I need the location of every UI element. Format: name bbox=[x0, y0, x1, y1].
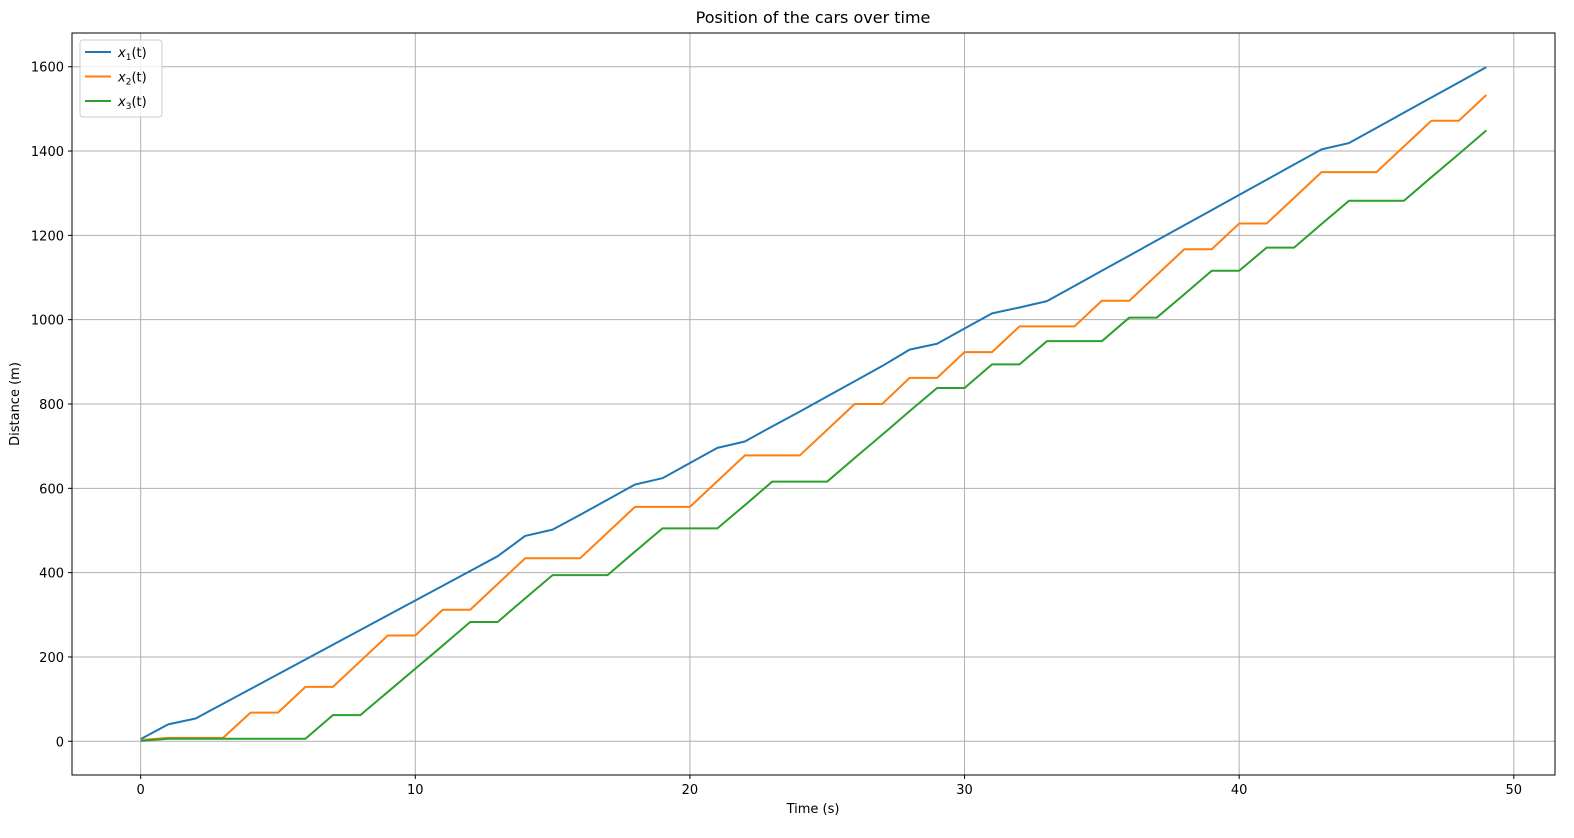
series-lines bbox=[140, 66, 1488, 742]
series-line-1 bbox=[140, 66, 1487, 741]
legend-label-3: x3(t) bbox=[117, 95, 147, 112]
x-tick-label: 30 bbox=[956, 783, 973, 798]
legend: x1(t) x2(t) x3(t) bbox=[79, 39, 163, 118]
y-tick-label: 800 bbox=[39, 398, 64, 413]
y-axis-ticks: 0 200 400 600 800 1000 1200 1400 1600 bbox=[31, 61, 72, 750]
x-tick-label: 0 bbox=[137, 783, 145, 798]
y-tick-label: 1200 bbox=[31, 229, 64, 244]
x-tick-label: 10 bbox=[407, 783, 424, 798]
y-tick-label: 1400 bbox=[31, 145, 64, 160]
series-line-2 bbox=[140, 94, 1488, 742]
x-axis-ticks: 0 10 20 30 40 50 bbox=[137, 775, 1523, 798]
legend-label-1: x1(t) bbox=[117, 46, 147, 63]
legend-box bbox=[79, 39, 163, 118]
chart-title: Position of the cars over time bbox=[696, 8, 931, 27]
x-tick-label: 20 bbox=[682, 783, 699, 798]
y-tick-label: 0 bbox=[56, 735, 64, 750]
series-line-3 bbox=[140, 129, 1487, 742]
y-tick-label: 1600 bbox=[31, 61, 64, 76]
y-axis-label: Distance (m) bbox=[8, 362, 23, 446]
x-tick-label: 50 bbox=[1506, 783, 1523, 798]
x-axis-label: Time (s) bbox=[786, 802, 840, 817]
y-tick-label: 600 bbox=[39, 482, 64, 497]
legend-label-2: x2(t) bbox=[117, 71, 147, 88]
y-tick-label: 400 bbox=[39, 567, 64, 582]
y-tick-label: 1000 bbox=[31, 314, 64, 329]
x-tick-label: 40 bbox=[1231, 783, 1248, 798]
y-tick-label: 200 bbox=[39, 651, 64, 666]
